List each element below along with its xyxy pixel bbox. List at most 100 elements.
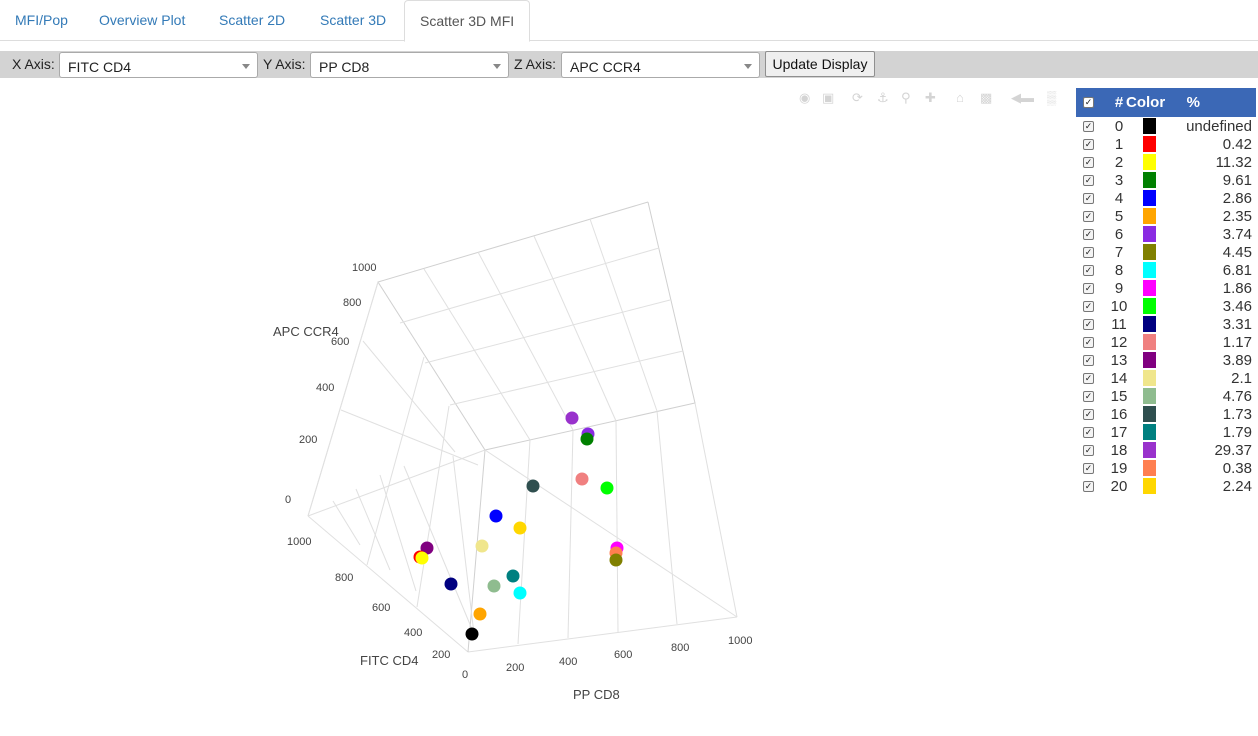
cluster-checkbox[interactable]: ✓ — [1083, 463, 1094, 474]
legend-row: ✓ 7 4.45 — [1076, 243, 1256, 261]
cluster-color-swatch — [1143, 388, 1156, 404]
cluster-number: 16 — [1110, 406, 1128, 423]
cluster-number: 10 — [1110, 298, 1128, 315]
home-icon[interactable]: ⌂ — [956, 90, 964, 105]
cluster-checkbox[interactable]: ✓ — [1083, 337, 1094, 348]
cluster-checkbox[interactable]: ✓ — [1083, 355, 1094, 366]
cluster-checkbox[interactable]: ✓ — [1083, 211, 1094, 222]
cluster-checkbox[interactable]: ✓ — [1083, 247, 1094, 258]
x-axis-select[interactable]: FITC CD4 — [59, 52, 258, 78]
point-cluster-18[interactable] — [565, 411, 579, 425]
cluster-percent: 3.89 — [1222, 352, 1252, 369]
cluster-percent: 6.81 — [1222, 262, 1252, 279]
cluster-percent: 0.42 — [1222, 136, 1252, 153]
cluster-number: 11 — [1111, 316, 1127, 333]
tab-scatter-3d-mfi[interactable]: Scatter 3D MFI — [404, 0, 531, 42]
cluster-checkbox[interactable]: ✓ — [1083, 319, 1094, 330]
cluster-color-swatch — [1143, 370, 1156, 386]
point-cluster-4[interactable] — [489, 509, 503, 523]
legend-row: ✓ 20 2.24 — [1076, 477, 1256, 495]
cluster-color-swatch — [1143, 298, 1156, 314]
point-cluster-8[interactable] — [513, 586, 527, 600]
tab-overview-plot[interactable]: Overview Plot — [99, 12, 186, 28]
zoom-icon[interactable]: ⚲ — [901, 90, 911, 105]
point-cluster-12[interactable] — [575, 472, 589, 486]
cluster-percent: 29.37 — [1214, 442, 1252, 459]
cluster-percent: 4.45 — [1222, 244, 1252, 261]
point-cluster-13[interactable] — [420, 541, 434, 555]
update-display-button[interactable]: Update Display — [765, 51, 875, 77]
cluster-number: 3 — [1114, 172, 1124, 189]
cluster-checkbox[interactable]: ✓ — [1083, 283, 1094, 294]
point-cluster-20[interactable] — [513, 521, 527, 535]
point-cluster-15[interactable] — [487, 579, 501, 593]
z-axis-title: APC CCR4 — [273, 324, 339, 339]
cluster-checkbox[interactable]: ✓ — [1083, 157, 1094, 168]
cluster-checkbox[interactable]: ✓ — [1083, 121, 1094, 132]
hover-closest-icon[interactable]: ◀▬ — [1011, 90, 1034, 105]
point-cluster-11[interactable] — [444, 577, 458, 591]
point-cluster-0[interactable] — [465, 627, 479, 641]
tab-mfi-pop[interactable]: MFI/Pop — [15, 12, 68, 28]
cluster-color-swatch — [1143, 118, 1156, 134]
legend-row: ✓ 1 0.42 — [1076, 135, 1256, 153]
pan-icon[interactable]: ✚ — [925, 90, 936, 105]
select-all-checkbox[interactable]: ✓ — [1083, 97, 1094, 108]
cluster-color-swatch — [1143, 424, 1156, 440]
cluster-number: 12 — [1110, 334, 1128, 351]
cluster-percent: 3.74 — [1222, 226, 1252, 243]
cluster-number: 14 — [1110, 370, 1128, 387]
cluster-checkbox[interactable]: ✓ — [1083, 175, 1094, 186]
point-cluster-2[interactable] — [415, 551, 429, 565]
cluster-color-swatch — [1143, 478, 1156, 494]
point-cluster-10[interactable] — [600, 481, 614, 495]
point-cluster-7[interactable] — [609, 553, 623, 567]
save-icon[interactable]: ▣ — [822, 90, 835, 105]
legend-row: ✓ 0 undefined — [1076, 117, 1256, 135]
turntable-rotation-icon[interactable]: ⚓ — [877, 90, 889, 105]
camera-reset-icon[interactable]: ▩ — [980, 90, 993, 105]
cluster-checkbox[interactable]: ✓ — [1083, 409, 1094, 420]
cluster-color-swatch — [1143, 190, 1156, 206]
cluster-checkbox[interactable]: ✓ — [1083, 373, 1094, 384]
x-tick: 0 — [462, 669, 468, 681]
cluster-checkbox[interactable]: ✓ — [1083, 391, 1094, 402]
scatter-3d-plot[interactable]: APC CCR4 FITC CD4 PP CD8 0 200 400 600 8… — [0, 80, 1070, 730]
point-cluster-3[interactable] — [580, 432, 594, 446]
point-cluster-17[interactable] — [506, 569, 520, 583]
y-axis-label: Y Axis: — [263, 56, 306, 72]
cluster-color-swatch — [1143, 316, 1156, 332]
cluster-color-swatch — [1143, 442, 1156, 458]
cluster-checkbox[interactable]: ✓ — [1083, 265, 1094, 276]
point-cluster-16[interactable] — [526, 479, 540, 493]
cluster-checkbox[interactable]: ✓ — [1083, 301, 1094, 312]
tab-scatter-3d[interactable]: Scatter 3D — [320, 12, 387, 28]
cluster-checkbox[interactable]: ✓ — [1083, 229, 1094, 240]
cluster-checkbox[interactable]: ✓ — [1083, 139, 1094, 150]
camera-icon[interactable]: ◉ — [799, 90, 811, 105]
cluster-percent: 2.35 — [1222, 208, 1252, 225]
x-tick: 200 — [432, 649, 450, 661]
y-axis-select[interactable]: PP CD8 — [310, 52, 509, 78]
plotly-logo-icon[interactable]: ▒ — [1047, 90, 1057, 105]
legend-row: ✓ 11 3.31 — [1076, 315, 1256, 333]
cluster-number: 19 — [1110, 460, 1128, 477]
orbit-rotation-icon[interactable]: ⟳ — [852, 90, 863, 105]
cluster-checkbox[interactable]: ✓ — [1083, 445, 1094, 456]
tab-scatter-2d[interactable]: Scatter 2D — [219, 12, 286, 28]
cluster-checkbox[interactable]: ✓ — [1083, 193, 1094, 204]
z-tick: 400 — [316, 382, 334, 394]
cluster-checkbox[interactable]: ✓ — [1083, 481, 1094, 492]
y-tick: 400 — [559, 656, 577, 668]
cluster-number: 0 — [1114, 118, 1124, 135]
x-axis-value: FITC CD4 — [68, 59, 131, 75]
cluster-number: 2 — [1114, 154, 1124, 171]
cluster-checkbox[interactable]: ✓ — [1083, 427, 1094, 438]
z-axis-select[interactable]: APC CCR4 — [561, 52, 760, 78]
legend-row: ✓ 13 3.89 — [1076, 351, 1256, 369]
point-cluster-14[interactable] — [475, 539, 489, 553]
point-cluster-5[interactable] — [473, 607, 487, 621]
cluster-color-swatch — [1143, 280, 1156, 296]
cluster-percent: 1.86 — [1222, 280, 1252, 297]
cluster-number: 13 — [1110, 352, 1128, 369]
